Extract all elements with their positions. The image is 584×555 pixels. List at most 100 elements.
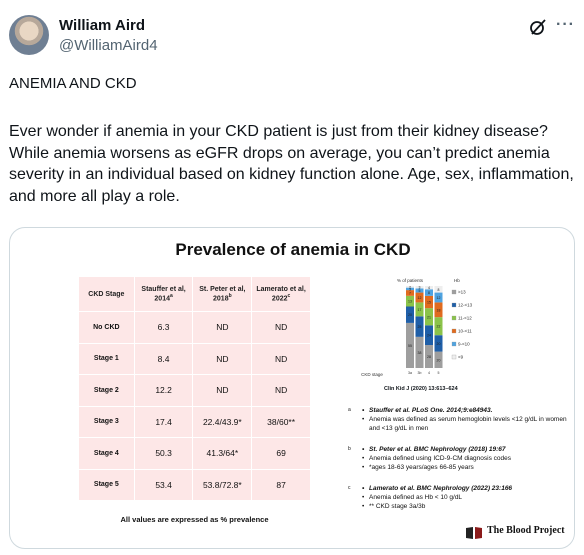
table-row: Stage 1 8.4 ND ND [78,342,311,375]
bar-data-label: 20 [437,342,441,346]
table-cell: ND [192,342,253,375]
table-cell: 87 [251,468,311,501]
reference-a: a Stauffer et al. PLoS One. 2014;9:e8494… [348,406,568,433]
bar-segment [425,325,433,346]
bar-data-label: 8 [438,288,440,292]
legend-swatch [451,315,457,321]
reference-cite: Lamerato et al. BMC Nephrology (2022) 23… [362,484,568,493]
author-name[interactable]: William Aird [59,17,145,34]
bar-segment [415,292,424,303]
bar-segment [434,292,443,303]
tweet-title: ANEMIA AND CKD [9,75,137,92]
bar-segment [406,295,414,307]
x-tick-label: 4 [428,371,430,375]
chart-legend-title: Hb [454,278,460,283]
bar-segment [406,306,414,323]
bar-data-label: 17 [418,308,422,312]
legend-label: 12-<13 [458,303,473,308]
tweet-body: Ever wonder if anemia in your CKD patien… [9,123,574,205]
bar-data-label: 12 [418,296,422,300]
table-footnote: All values are expressed as % prevalence [120,515,269,524]
table-cell: 53.8/72.8* [192,468,253,501]
bar-data-label: 15 [427,300,431,304]
logo-text: The Blood Project [487,525,565,536]
bar-segment [415,286,424,289]
bar-data-label: 28 [427,355,431,359]
hb-stacked-bar-chart: % of patients Hb CKD stage 5520137323a38… [361,278,473,377]
more-options-icon[interactable]: ··· [556,16,575,33]
bar-data-label: 18 [437,308,441,312]
reference-b: b St. Peter et al. BMC Nephrology (2018)… [348,445,568,472]
bar-segment [415,302,424,317]
tweet-media-image[interactable]: Prevalence of anemia in CKD CKD Stage St… [9,227,575,549]
bar-data-label: 3 [419,286,421,290]
bar-segment [434,302,443,318]
table-row: Stage 4 50.3 41.3/64* 69 [78,437,311,470]
bar-segment [415,288,424,293]
table-cell: 38/60** [251,405,311,438]
bar-data-label: 8 [428,291,430,295]
reference-note: *ages 18-63 years/ages 66-85 years [362,463,568,472]
x-tick-label: 5 [438,371,440,375]
bar-data-label: 55 [408,344,412,348]
bar-segment [406,322,414,368]
grok-icon[interactable] [529,18,547,36]
table-cell: Stage 3 [78,405,135,438]
table-row: Stage 3 17.4 22.4/43.9* 38/60** [78,405,311,438]
bar-segment [425,295,433,309]
table-row: Stage 5 53.4 53.8/72.8* 87 [78,468,311,501]
reference-note: Anemia was defined as serum hemoglobin l… [362,415,568,433]
reference-note: Anemia defined as Hb < 10 g/dL [362,493,568,502]
reference-letter: b [348,446,351,452]
table-cell: 50.3 [133,437,194,470]
legend-label: >13 [458,290,466,295]
bar-data-label: 4 [428,286,430,290]
bar-data-label: 20 [437,358,441,362]
author-handle[interactable]: @WilliamAird4 [59,37,158,54]
reference-note: Anemia defined using ICD-9-CM diagnosis … [362,454,568,463]
bar-segment [406,290,414,296]
bar-segment [434,335,443,352]
legend-swatch [451,289,457,295]
bar-data-label: 7 [409,291,411,295]
table-header: Lamerato et al, 2022c [251,276,311,312]
bar-data-label: 22 [437,325,441,329]
table-row: Stage 2 12.2 ND ND [78,374,311,407]
legend-label: <9 [458,355,464,360]
bar-data-label: 12 [437,296,441,300]
slide-title: Prevalence of anemia in CKD [175,240,411,259]
legend-swatch [451,328,457,334]
bar-data-label: 13 [408,300,412,304]
table-cell: ND [251,311,311,344]
bar-data-label: 3 [409,287,411,291]
table-cell: Stage 2 [78,374,135,407]
table-cell: ND [251,342,311,375]
table-cell: 6.3 [133,311,194,344]
table-cell: 53.4 [133,468,194,501]
table-cell: Stage 1 [78,342,135,375]
bar-data-label: 20 [408,313,412,317]
reference-letter: a [348,407,351,413]
prevalence-table: CKD Stage Stauffer et al, 2014a St. Pete… [78,276,311,501]
references: a Stauffer et al. PLoS One. 2014;9:e8494… [348,406,568,523]
reference-note: ** CKD stage 3a/3b [362,502,568,511]
bar-segment [425,308,433,326]
chart-ylabel: % of patients [397,278,424,283]
legend-label: 9-<10 [458,342,470,347]
bar-data-label: 38 [418,351,422,355]
bar-data-label: 24 [427,334,431,338]
bar-data-label: 5 [419,289,421,293]
chart-citation: Clin Kid J (2020) 13:613–624 [384,386,458,392]
legend-label: 10-<11 [458,329,472,334]
x-tick-label: 3b [418,371,422,375]
avatar[interactable] [9,15,49,55]
reference-cite: St. Peter et al. BMC Nephrology (2018) 1… [362,445,568,454]
bar-segment [425,289,433,296]
chart-xlabel: CKD stage [361,372,383,377]
table-cell: ND [192,374,253,407]
legend-swatch [451,341,457,347]
bar-segment [425,286,433,290]
book-icon [466,527,482,539]
table-cell: ND [192,311,253,344]
bar-segment [434,317,443,336]
